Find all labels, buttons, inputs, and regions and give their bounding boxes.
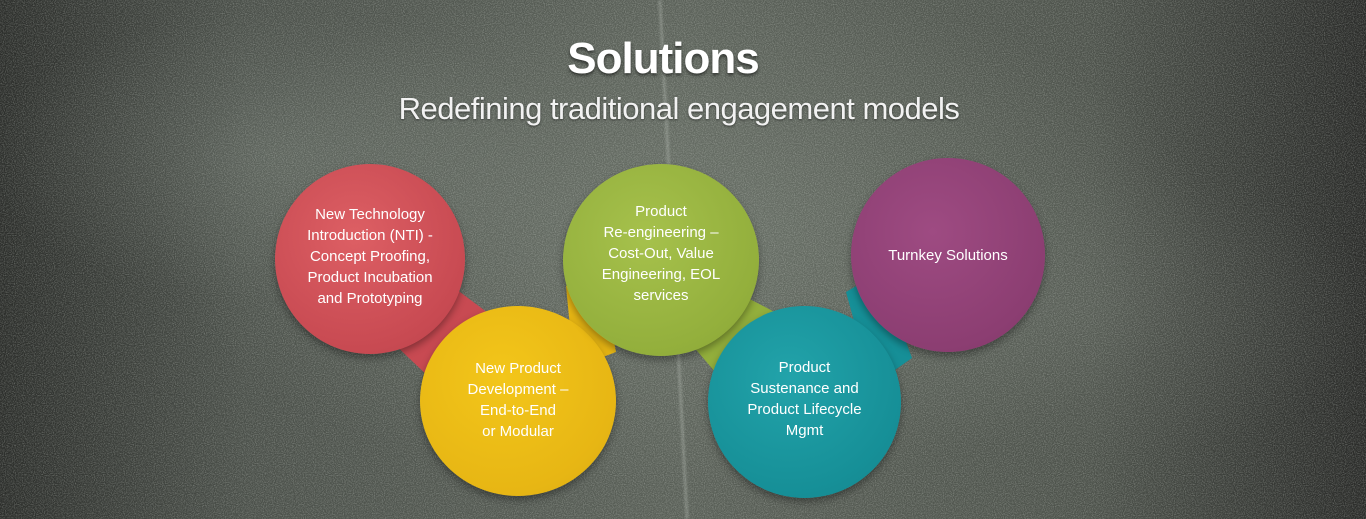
node-turnkey-solutions: Turnkey Solutions: [851, 158, 1045, 352]
node-label: Product Sustenance and Product Lifecycle…: [747, 359, 862, 439]
node-label: Product Re-engineering – Cost-Out, Value…: [601, 202, 721, 304]
node-product-sustenance: Product Sustenance and Product Lifecycle…: [708, 306, 901, 498]
node-label: Turnkey Solutions: [888, 246, 1008, 264]
node-label: New Technology Introduction (NTI) - Conc…: [307, 205, 433, 307]
node-label: New Product Development – End-to-End or …: [467, 360, 569, 440]
node-new-product-development: New Product Development – End-to-End or …: [420, 306, 616, 496]
page-subtitle: Redefining traditional engagement models: [398, 91, 960, 126]
node-product-re-engineering: Product Re-engineering – Cost-Out, Value…: [563, 164, 759, 356]
page-title: Solutions: [567, 34, 759, 83]
node-new-technology-introduction: New Technology Introduction (NTI) - Conc…: [275, 164, 465, 354]
connector-red: [388, 286, 500, 380]
